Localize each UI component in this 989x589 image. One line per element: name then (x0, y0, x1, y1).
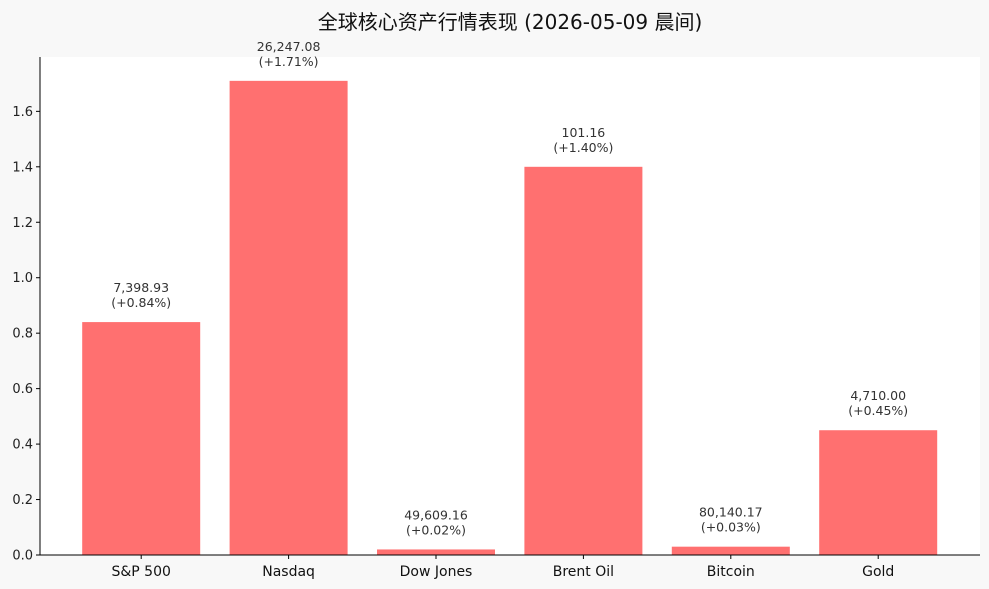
y-tick-label: 1.0 (12, 271, 33, 286)
y-tick-label: 1.4 (12, 160, 33, 175)
bar-s-p-500 (82, 322, 201, 555)
price-label: 49,609.16 (404, 507, 468, 522)
y-axis: 0.0 0.2 0.4 0.6 0.8 1.0 1.2 1.4 1.6 (12, 57, 41, 564)
x-tick-label: Dow Jones (400, 564, 473, 580)
change-label: (+1.71%) (259, 54, 319, 69)
change-label: (+0.84%) (111, 295, 171, 310)
change-label: (+0.45%) (848, 403, 908, 418)
y-tick-label: 0.0 (12, 549, 33, 564)
chart-title: 全球核心资产行情表现 (2026-05-09 晨间) (318, 10, 703, 34)
price-label: 101.16 (562, 125, 606, 140)
x-tick-label: Brent Oil (553, 564, 614, 580)
x-axis: S&P 500 Nasdaq Dow Jones Brent Oil Bitcoin Go… (40, 554, 980, 580)
bar-dow-jones (377, 549, 495, 555)
data-labels-group: 7,398.93(+0.84%) 26,247.08(+1.71%) 49,609.… (111, 39, 908, 538)
change-label: (+0.03%) (701, 520, 761, 535)
x-tick-label: Bitcoin (707, 564, 755, 580)
x-tick-label: Nasdaq (262, 564, 315, 580)
bar-brent-oil (524, 166, 643, 555)
y-tick-label: 1.6 (12, 105, 33, 120)
bar-gold (819, 430, 938, 555)
x-tick-label: Gold (862, 564, 894, 580)
price-label: 7,398.93 (113, 280, 169, 295)
change-label: (+0.02%) (406, 522, 466, 537)
bar-nasdaq (229, 80, 348, 556)
y-tick-label: 0.4 (12, 438, 33, 453)
bars-group (82, 80, 938, 556)
y-tick-label: 0.2 (12, 493, 33, 508)
x-tick-label: S&P 500 (111, 564, 170, 580)
y-tick-label: 0.8 (12, 327, 33, 342)
change-label: (+1.40%) (553, 140, 613, 155)
price-label: 26,247.08 (257, 39, 321, 54)
y-tick-label: 0.6 (12, 382, 33, 397)
bar-bitcoin (671, 546, 790, 555)
price-label: 4,710.00 (850, 388, 906, 403)
price-label: 80,140.17 (699, 505, 763, 520)
y-tick-label: 1.2 (12, 216, 33, 231)
